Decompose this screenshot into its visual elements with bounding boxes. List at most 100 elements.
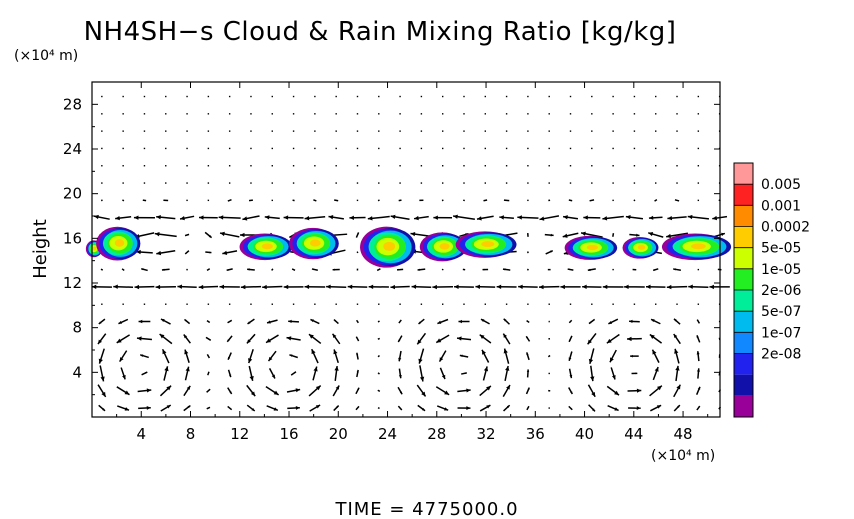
wind-vector-dot [463,165,465,167]
wind-vector [652,366,659,381]
wind-vector-dot [356,165,359,167]
colorbar-label: 0.001 [761,198,801,214]
wind-vector [368,284,389,290]
wind-vector [411,284,432,289]
wind-vector [481,349,490,363]
wind-vector-dot [165,303,167,305]
wind-vector [265,334,279,344]
wind-vector-dot [463,130,465,132]
wind-vector [503,404,511,412]
wind-vector-dot [186,113,188,115]
wind-vector [184,318,191,325]
wind-vector [334,365,339,381]
x-tick-label: 8 [186,425,196,443]
wind-vector-dot [484,182,487,184]
wind-vector-dot [399,130,401,132]
wind-vector-dot [143,165,146,167]
wind-vector [696,351,700,362]
wind-vector [397,335,403,343]
wind-vector [93,214,110,220]
wind-vector [503,199,510,202]
wind-vector-dot [356,95,359,98]
cloud-blob [661,233,732,261]
wind-vector [568,351,573,361]
wind-vector-dot [250,113,252,115]
wind-vector [674,348,680,364]
wind-vector [136,336,153,341]
wind-vector-dot [655,130,657,132]
wind-vector-dot [271,303,273,305]
wind-vector [588,318,596,325]
wind-vector [100,268,104,271]
wind-vector [482,268,489,271]
colorbar-swatch [734,311,753,333]
wind-vector [525,387,530,395]
wind-vector [696,335,701,343]
wind-vector [242,215,260,221]
wind-vector [390,214,410,220]
wind-vector [631,372,638,375]
wind-vector-dot [378,95,380,98]
y-tick-label: 24 [63,140,82,158]
colorbar-label: 5e-05 [761,241,801,257]
wind-vector-dot [569,147,572,150]
wind-vector-dot [335,130,337,132]
wind-vector-dot [378,182,380,184]
wind-vector [480,318,490,325]
wind-vector [544,233,554,237]
wind-vector [398,319,402,324]
wind-vector [246,384,256,397]
wind-vector [183,404,191,412]
wind-vector [177,284,197,289]
wind-vector-dot [101,303,103,305]
wind-vector [266,319,278,324]
wind-vector [356,369,359,378]
wind-vector [482,366,489,381]
wind-vector-dot [356,113,359,115]
wind-vector-dot [207,199,210,202]
wind-vector [648,231,664,238]
wind-vector [246,333,256,344]
wind-vector [628,406,641,411]
wind-vector [226,335,233,343]
wind-vector [457,406,471,411]
wind-vector-dot [314,113,316,115]
wind-vector [602,284,624,290]
wind-vector [567,268,574,271]
wind-vector [121,268,125,272]
x-tick-label: 4 [136,425,146,443]
wind-vector [156,214,176,220]
wind-vector-dot [548,130,550,132]
wind-vector [377,337,380,340]
wind-vector-dot [335,147,337,150]
wind-vector [113,284,134,289]
wind-vector-dot [292,182,295,184]
wind-vector-dot [527,199,529,202]
x-axis-ticks: 4 8 12 16 20 24 28 32 36 40 44 48 [116,82,709,443]
wind-vector [526,352,530,361]
wind-vector [673,384,681,398]
wind-vector-dot [527,113,529,115]
wind-vector-dot [569,303,572,305]
wind-vector [184,349,190,363]
wind-vector-dot [527,130,529,132]
wind-vector [248,365,254,382]
wind-vector [356,352,359,360]
wind-vector [435,386,450,396]
cloud-blob [360,226,416,268]
cloud-blob [455,231,517,258]
wind-vector [160,404,172,412]
wind-vector [222,250,238,255]
wind-vector-dot [250,147,252,150]
wind-vector [453,214,475,221]
wind-vector-dot [420,147,423,150]
wind-vector-dot [548,165,550,167]
wind-vector-dot [548,407,550,409]
wind-vector [227,387,233,395]
x-tick-label: 48 [674,425,693,443]
wind-vector-dot [228,113,231,115]
wind-vector [227,198,232,202]
wind-vector [355,319,359,324]
wind-vector [247,268,255,271]
wind-vector [156,250,176,256]
